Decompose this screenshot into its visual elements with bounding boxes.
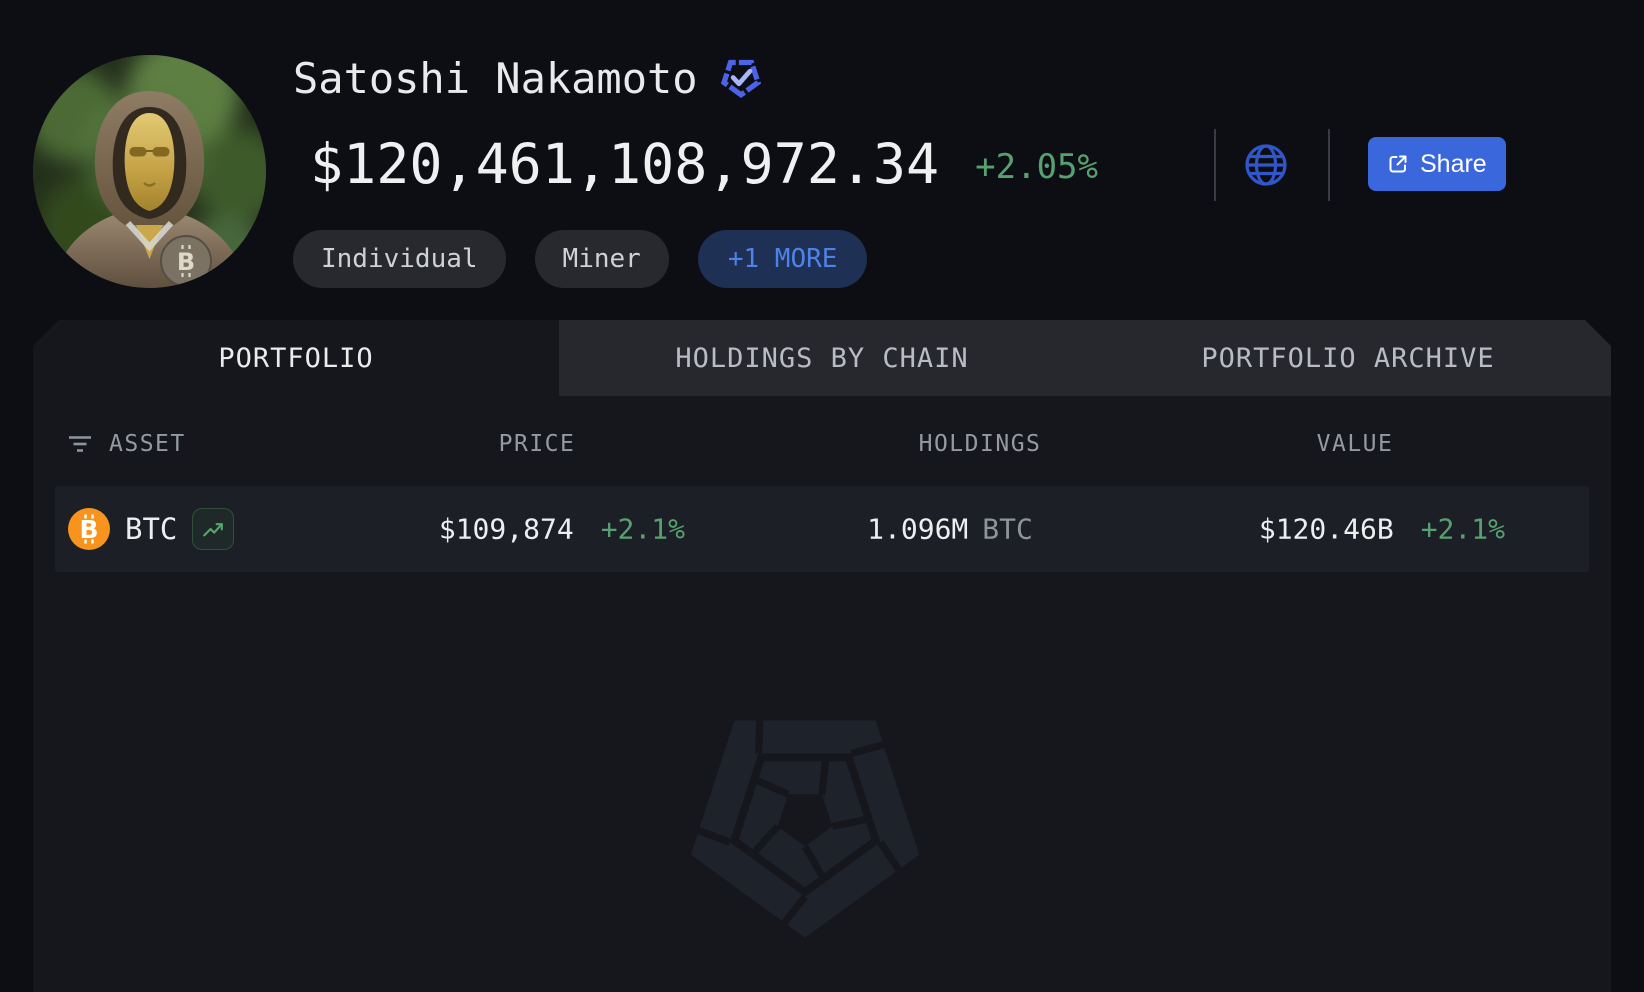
column-asset-label: ASSET (109, 431, 186, 457)
avatar: B (33, 55, 266, 288)
tab-portfolio-archive[interactable]: PORTFOLIO ARCHIVE (1085, 320, 1611, 396)
value-amount: $120.46B (1258, 512, 1394, 546)
external-link-icon (1389, 155, 1407, 173)
filter-icon (68, 435, 92, 453)
bitcoin-medallion: B (177, 245, 195, 277)
holdings-cell: 1.096M BTC (867, 513, 1033, 546)
chart-button[interactable] (192, 508, 234, 550)
trend-up-icon (201, 518, 225, 540)
share-label: Share (1420, 149, 1487, 178)
price-value: $109,874 (438, 512, 574, 546)
holdings-unit: BTC (982, 512, 1033, 546)
price-change: +2.1% (600, 512, 685, 546)
balance-row: $120,461,108,972.34 +2.05% (310, 124, 1098, 204)
divider (1328, 129, 1330, 201)
svg-text:B: B (177, 248, 195, 276)
asset-symbol: BTC (125, 512, 178, 546)
value-cell: $120.46B +2.1% (55, 513, 1505, 546)
price-cell: $109,874 +2.1% (55, 513, 685, 546)
asset-cell: B BTC (68, 508, 234, 550)
tab-portfolio[interactable]: PORTFOLIO (218, 342, 374, 374)
btc-icon: B (68, 508, 110, 550)
tag-more[interactable]: +1 MORE (697, 230, 868, 288)
arkham-watermark-icon (685, 712, 925, 940)
tags-row: Individual Miner +1 MORE (293, 230, 868, 288)
svg-text:B: B (79, 515, 98, 544)
column-asset[interactable]: ASSET (68, 431, 186, 457)
column-value[interactable]: VALUE (1316, 431, 1394, 457)
table-header: ASSET PRICE HOLDINGS VALUE (33, 416, 1611, 472)
tag-individual[interactable]: Individual (293, 230, 506, 288)
value-change: +2.1% (1420, 512, 1505, 546)
table-row-btc[interactable]: B BTC $109,874 +2.1% 1.096M BTC (55, 486, 1589, 572)
entity-header: Satoshi Nakamoto (293, 53, 762, 103)
portfolio-balance: $120,461,108,972.34 (310, 132, 940, 196)
column-price[interactable]: PRICE (498, 431, 576, 457)
tab-bar: PORTFOLIO HOLDINGS BY CHAIN PORTFOLIO AR… (33, 320, 1611, 396)
entity-name: Satoshi Nakamoto (293, 53, 698, 103)
portfolio-panel: PORTFOLIO HOLDINGS BY CHAIN PORTFOLIO AR… (33, 320, 1611, 992)
satoshi-statue-image: B (33, 55, 266, 288)
tab-holdings-by-chain[interactable]: HOLDINGS BY CHAIN (559, 320, 1085, 396)
tag-miner[interactable]: Miner (534, 230, 669, 288)
balance-change: +2.05% (975, 147, 1098, 187)
holdings-amount: 1.096M (867, 512, 969, 546)
globe-icon (1245, 144, 1287, 186)
website-button[interactable] (1243, 142, 1289, 188)
share-button[interactable]: Share (1368, 137, 1506, 191)
verified-badge-icon (720, 59, 761, 99)
column-holdings[interactable]: HOLDINGS (918, 431, 1042, 457)
divider (1214, 129, 1216, 201)
